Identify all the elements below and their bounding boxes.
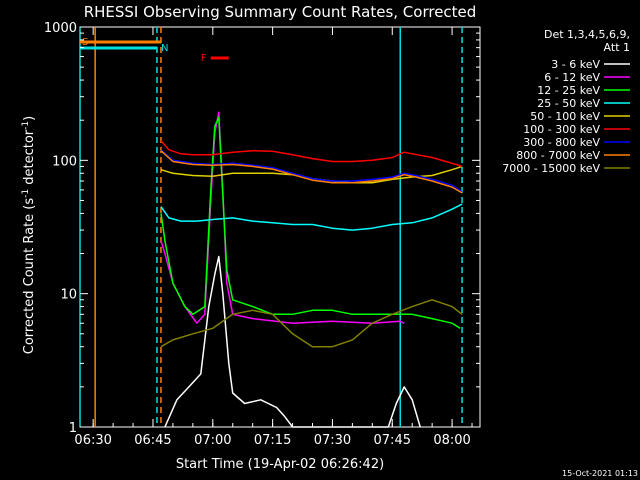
legend-label-5: 100 - 300 keV	[523, 123, 600, 136]
x-axis-label: Start Time (19-Apr-02 06:26:42)	[176, 457, 384, 472]
series-line-6	[160, 149, 463, 193]
legend-label-7: 800 - 7000 keV	[516, 149, 600, 162]
flag-label-N: N	[161, 43, 168, 54]
legend-label-2: 12 - 25 keV	[537, 84, 600, 97]
y-axis-label-end: )	[22, 116, 37, 121]
legend-label-4: 50 - 100 keV	[530, 110, 600, 123]
series-line-1	[160, 111, 405, 324]
legend-header-2: Att 1	[604, 41, 630, 54]
axes: 06:30 06:45 07:00 07:15 07:30 07:45 08:00 1 10 10…	[44, 21, 480, 448]
legend-label-8: 7000 - 15000 keV	[502, 162, 600, 175]
footer-timestamp: 15-Oct-2021 01:13	[562, 469, 638, 478]
y-axis-label-sup1: -1	[21, 189, 31, 198]
y-tick-label-0: 1	[69, 421, 77, 436]
chart-title: RHESSI Observing Summary Count Rates, Co…	[84, 3, 477, 21]
x-tick-label-5: 07:45	[374, 433, 411, 448]
y-axis-label: Corrected Count Rate (s-1 detector-1)	[21, 116, 37, 354]
flag-label-F: F	[201, 53, 207, 64]
y-tick-label-2: 100	[52, 154, 77, 169]
y-axis-label-mid: detector	[22, 129, 37, 189]
x-tick-label-3: 07:15	[254, 433, 291, 448]
legend-label-3: 25 - 50 keV	[537, 97, 600, 110]
series-line-8	[160, 299, 463, 348]
y-axis-label-sup2: -1	[21, 121, 31, 130]
legend-label-1: 6 - 12 keV	[544, 71, 600, 84]
flag-markers: S N F	[79, 27, 463, 427]
legend-label-6: 300 - 800 keV	[523, 136, 600, 149]
x-tick-label-4: 07:30	[314, 433, 351, 448]
plot-frame	[79, 26, 481, 428]
legend-label-0: 3 - 6 keV	[551, 58, 600, 71]
x-tick-label-0: 06:30	[74, 433, 111, 448]
plot-area-border	[79, 26, 481, 428]
series-line-3	[160, 203, 463, 231]
series-line-0	[164, 255, 421, 428]
flag-label-S: S	[82, 37, 88, 48]
y-tick-label-3: 1000	[44, 21, 77, 36]
x-tick-label-6: 08:00	[433, 433, 470, 448]
y-tick-label-1: 10	[60, 288, 77, 303]
y-axis-label-main: Corrected Count Rate (s	[22, 198, 37, 355]
series-layer	[160, 111, 463, 428]
x-tick-label-2: 07:00	[194, 433, 231, 448]
legend-header-1: Det 1,3,4,5,6,9,	[544, 28, 630, 41]
series-line-2	[160, 116, 461, 329]
x-tick-label-1: 06:45	[134, 433, 171, 448]
series-line-5	[160, 140, 463, 168]
series-line-7	[160, 150, 463, 194]
